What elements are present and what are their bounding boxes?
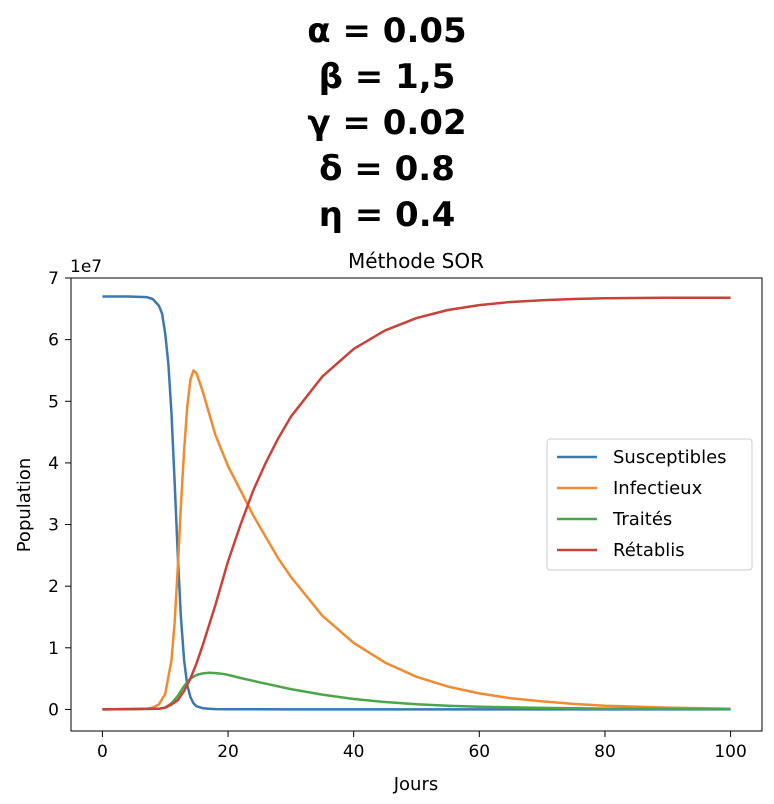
series-lines xyxy=(102,295,731,711)
series-line-2 xyxy=(102,671,731,711)
x-tick-label: 80 xyxy=(594,742,616,762)
parameter-beta: β = 1,5 xyxy=(318,57,456,97)
y-tick-label: 7 xyxy=(48,269,59,289)
legend-box xyxy=(546,438,753,571)
parameter-delta: δ = 0.8 xyxy=(319,149,455,189)
legend: Susceptibles Infectieux Traités Rétablis xyxy=(546,438,753,571)
x-tick-label: 60 xyxy=(468,742,490,762)
axis-ticks: 0 20 40 60 80 100 0 1 2 3 4 5 6 7 xyxy=(48,269,747,762)
y-tick-label: 0 xyxy=(48,700,59,720)
legend-label: Traités xyxy=(612,509,672,530)
series-line-1 xyxy=(102,369,731,711)
legend-label: Susceptibles xyxy=(613,447,727,468)
y-tick-label: 4 xyxy=(48,454,59,474)
y-tick-label: 5 xyxy=(48,392,59,412)
parameter-block: α = 0.05 β = 1,5 γ = 0.02 δ = 0.8 η = 0.… xyxy=(0,8,774,238)
y-tick-label: 3 xyxy=(48,516,59,536)
y-axis-label: Population xyxy=(14,458,35,553)
legend-label: Infectieux xyxy=(613,478,703,499)
plot-frame xyxy=(70,277,763,732)
x-tick-label: 100 xyxy=(714,742,746,762)
y-tick-label: 6 xyxy=(48,331,59,351)
x-axis-label: Jours xyxy=(393,774,439,795)
y-tick-label: 1 xyxy=(48,639,59,659)
x-tick-label: 0 xyxy=(97,742,108,762)
series-line-3 xyxy=(102,296,731,711)
parameter-alpha: α = 0.05 xyxy=(307,11,467,51)
parameter-eta: η = 0.4 xyxy=(318,195,456,235)
legend-label: Rétablis xyxy=(613,540,685,561)
x-tick-label: 40 xyxy=(343,742,365,762)
parameter-gamma: γ = 0.02 xyxy=(307,103,467,143)
y-offset-label: 1e7 xyxy=(70,257,102,277)
x-tick-label: 20 xyxy=(217,742,239,762)
y-tick-label: 2 xyxy=(48,577,59,597)
chart-title: Méthode SOR xyxy=(348,249,484,273)
